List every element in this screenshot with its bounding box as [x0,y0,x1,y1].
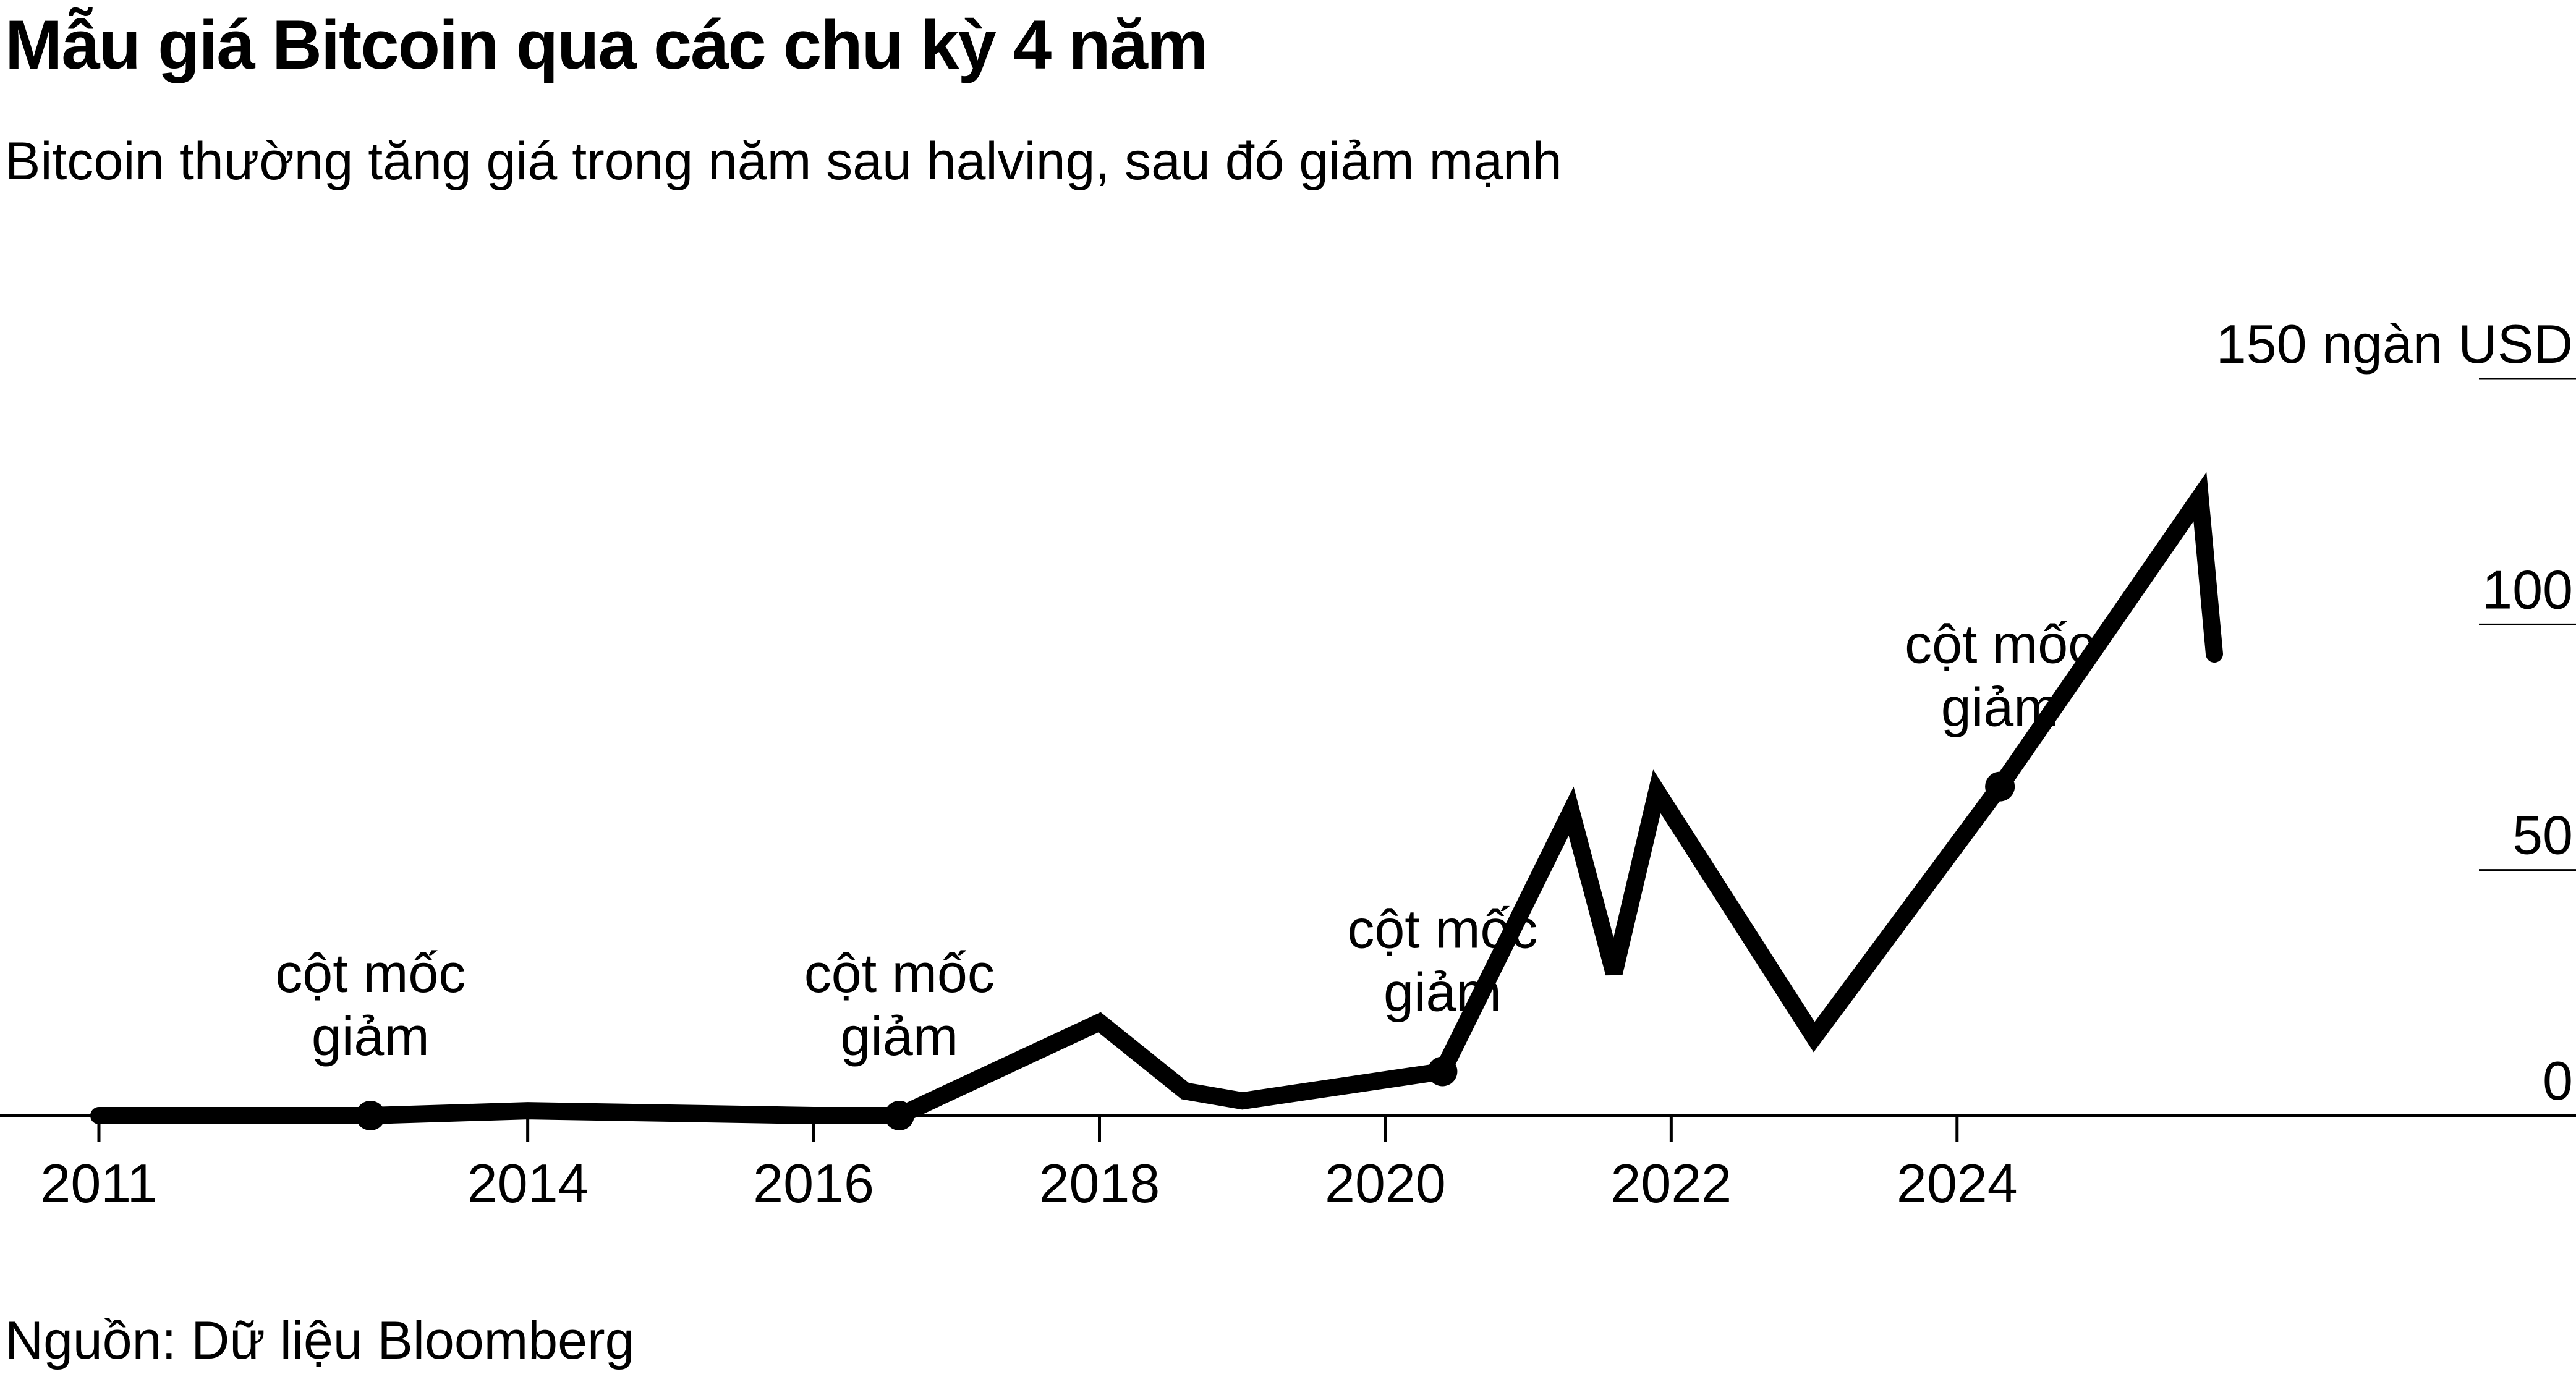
x-tick-label-2016: 2016 [753,1153,874,1214]
price-series-line [90,472,2223,1124]
halving-label-1-line1: cột mốc [275,943,465,1004]
halving-label-3-line1: cột mốc [1347,898,1537,959]
y-tick-labels: 0 50 100 150 ngàn USD [2216,313,2573,1111]
x-tick-label-2014: 2014 [467,1153,589,1214]
halving-marker-4 [1985,771,2015,802]
chart-subtitle: Bitcoin thường tăng giá trong năm sau ha… [5,132,1562,191]
x-tick-label-2011: 2011 [40,1153,157,1214]
source-note: Nguồn: Dữ liệu Bloomberg [5,1311,635,1370]
halving-label-2-line2: giảm [840,1006,958,1067]
y-tick-label-0: 0 [2543,1050,2573,1111]
x-tick-labels: 2011 2014 2016 2018 2020 2022 2024 [40,1153,2017,1214]
halving-markers [355,771,2015,1130]
halving-label-4-line1: cột mốc [1905,614,2095,675]
y-tick-label-50: 50 [2512,805,2573,866]
halving-label-2-line1: cột mốc [804,943,995,1004]
x-tick-label-2024: 2024 [1897,1153,2018,1214]
halving-marker-3 [1427,1056,1458,1087]
halving-label-4-line2: giảm [1941,677,2059,738]
halving-label-3-line2: giảm [1384,961,1502,1022]
x-tick-label-2018: 2018 [1039,1153,1160,1214]
y-tick-label-100: 100 [2482,559,2573,620]
x-tick-label-2022: 2022 [1610,1153,1732,1214]
y-tick-label-150: 150 ngàn USD [2216,313,2573,375]
chart-title: Mẫu giá Bitcoin qua các chu kỳ 4 năm [5,6,1209,83]
halving-marker-2 [884,1101,914,1130]
halving-label-1-line2: giảm [312,1006,430,1067]
y-gridlines [2479,378,2576,871]
halving-marker-1 [355,1101,386,1130]
x-tick-label-2020: 2020 [1325,1153,1446,1214]
